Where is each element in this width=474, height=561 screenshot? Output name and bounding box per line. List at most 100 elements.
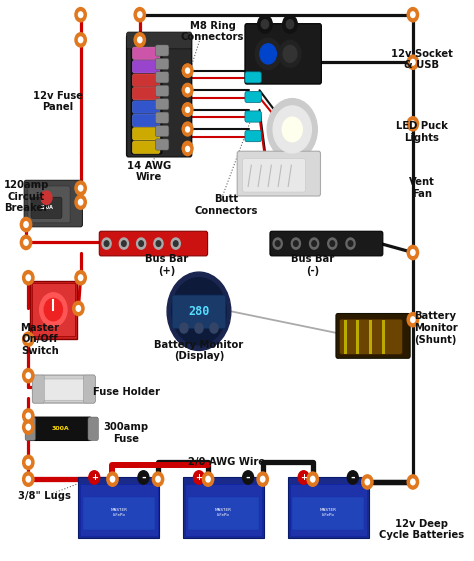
Circle shape [19, 234, 32, 250]
Bar [30, 280, 77, 339]
Circle shape [72, 301, 85, 316]
FancyBboxPatch shape [133, 88, 160, 100]
FancyBboxPatch shape [155, 99, 169, 110]
FancyBboxPatch shape [127, 35, 191, 157]
FancyBboxPatch shape [237, 151, 320, 196]
Circle shape [75, 305, 81, 312]
Circle shape [185, 106, 190, 113]
Circle shape [102, 238, 111, 249]
Circle shape [22, 454, 35, 470]
Circle shape [22, 419, 35, 435]
Circle shape [306, 471, 319, 487]
Text: MASTER
LiFePo: MASTER LiFePo [110, 508, 128, 517]
Circle shape [137, 11, 143, 18]
Circle shape [185, 125, 190, 132]
Text: -: - [350, 472, 355, 482]
Circle shape [282, 117, 302, 142]
Circle shape [19, 217, 32, 232]
Bar [185, 484, 262, 536]
Circle shape [410, 316, 416, 323]
Circle shape [182, 141, 193, 155]
Circle shape [407, 7, 419, 22]
Circle shape [26, 335, 31, 343]
Circle shape [182, 122, 193, 137]
Circle shape [119, 238, 128, 249]
Circle shape [74, 180, 87, 196]
Circle shape [23, 239, 29, 246]
FancyBboxPatch shape [133, 128, 160, 140]
Circle shape [185, 145, 190, 151]
Bar [290, 484, 367, 536]
Circle shape [139, 241, 144, 246]
Circle shape [202, 471, 214, 487]
FancyBboxPatch shape [155, 45, 169, 56]
FancyBboxPatch shape [133, 141, 160, 154]
Bar [183, 477, 264, 538]
Circle shape [44, 298, 63, 321]
Circle shape [255, 38, 281, 70]
Circle shape [312, 241, 316, 246]
Text: MASTER
LiFePo: MASTER LiFePo [215, 508, 232, 517]
Circle shape [74, 270, 87, 286]
FancyBboxPatch shape [131, 38, 162, 154]
Text: M8 Ring
Connectors: M8 Ring Connectors [181, 21, 244, 42]
Text: Vent
Fan: Vent Fan [409, 177, 435, 199]
FancyBboxPatch shape [133, 74, 160, 86]
Circle shape [74, 32, 87, 48]
FancyBboxPatch shape [37, 379, 86, 400]
FancyBboxPatch shape [133, 61, 160, 73]
Circle shape [182, 63, 193, 78]
Circle shape [365, 479, 370, 485]
Circle shape [243, 471, 254, 484]
Circle shape [286, 20, 293, 29]
Circle shape [260, 44, 276, 64]
Circle shape [182, 142, 193, 157]
FancyBboxPatch shape [270, 231, 383, 256]
Circle shape [298, 471, 309, 484]
FancyBboxPatch shape [133, 47, 160, 59]
FancyBboxPatch shape [83, 375, 95, 403]
Circle shape [137, 36, 143, 43]
Text: 14 AWG
Wire: 14 AWG Wire [127, 160, 171, 182]
Text: 120A: 120A [39, 205, 54, 210]
Circle shape [23, 221, 29, 228]
FancyBboxPatch shape [155, 85, 169, 96]
Circle shape [330, 241, 335, 246]
Circle shape [133, 7, 146, 22]
Circle shape [182, 103, 193, 117]
FancyBboxPatch shape [245, 111, 261, 122]
FancyBboxPatch shape [245, 72, 261, 83]
Circle shape [26, 412, 31, 420]
Circle shape [346, 238, 355, 249]
Text: 300amp
Fuse: 300amp Fuse [104, 422, 149, 444]
FancyBboxPatch shape [29, 417, 91, 440]
Circle shape [22, 270, 35, 286]
Circle shape [22, 408, 35, 424]
Circle shape [155, 476, 161, 482]
Circle shape [78, 199, 83, 206]
Circle shape [22, 368, 35, 384]
FancyBboxPatch shape [24, 180, 82, 227]
Text: LED Puck
Lights: LED Puck Lights [396, 121, 448, 143]
Circle shape [133, 32, 146, 48]
FancyBboxPatch shape [31, 197, 62, 218]
Bar [288, 477, 369, 538]
Circle shape [407, 474, 419, 490]
Circle shape [40, 293, 67, 327]
Circle shape [78, 36, 83, 43]
Circle shape [260, 476, 265, 482]
FancyBboxPatch shape [155, 139, 169, 150]
Circle shape [74, 194, 87, 210]
Bar [83, 496, 155, 530]
Circle shape [283, 45, 297, 62]
Circle shape [210, 323, 218, 333]
Bar [78, 477, 159, 538]
Text: +: + [91, 473, 98, 482]
Circle shape [109, 476, 115, 482]
FancyBboxPatch shape [32, 375, 95, 403]
Circle shape [361, 474, 374, 490]
Text: 12v Fuse
Panel: 12v Fuse Panel [33, 91, 83, 112]
Text: 12v Deep
Cycle Batteries: 12v Deep Cycle Batteries [379, 519, 465, 540]
Circle shape [182, 63, 193, 78]
Circle shape [78, 274, 83, 281]
